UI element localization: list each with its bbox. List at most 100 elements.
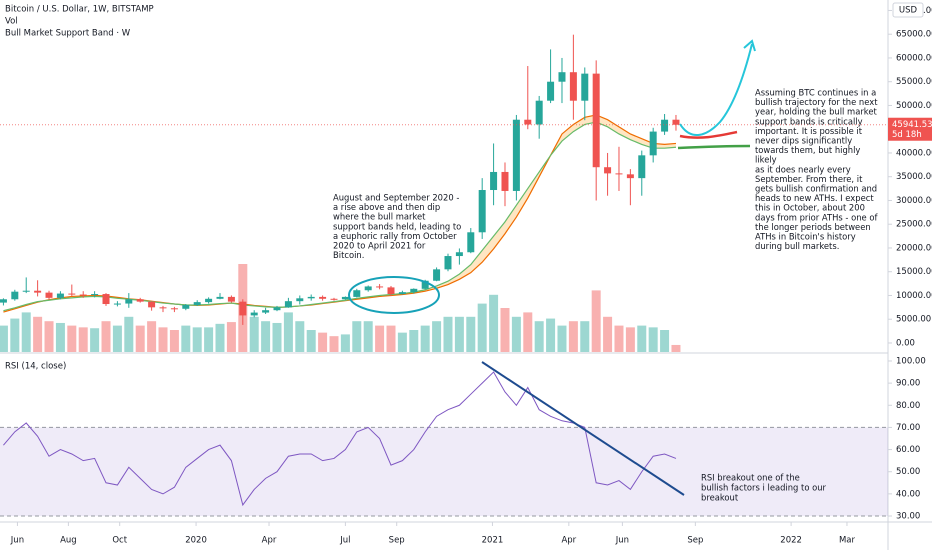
candle-body	[79, 294, 87, 296]
candle-body	[387, 287, 395, 295]
rsi-y-tick-label: 70.00	[896, 423, 920, 433]
y-tick-label: 65000.00	[896, 30, 932, 40]
volume-bar	[101, 321, 111, 352]
currency-box[interactable]	[892, 2, 924, 18]
candle-body	[148, 301, 156, 308]
candle-body	[56, 293, 64, 298]
x-tick-label: 2022	[780, 536, 802, 546]
volume-bar	[67, 325, 77, 352]
volume-bar	[660, 330, 670, 352]
volume-bar	[318, 332, 328, 352]
candle-body	[421, 280, 429, 289]
candle-body	[296, 298, 304, 302]
rsi-y-tick-label: 40.00	[896, 489, 920, 499]
volume-bar	[386, 325, 396, 352]
volume-bar	[272, 322, 282, 352]
candle-body	[136, 299, 144, 302]
candle-body	[34, 290, 42, 293]
annotation-text: year, holding the bull market	[755, 107, 877, 117]
candle-body	[638, 155, 646, 179]
candle-body	[592, 73, 600, 168]
annotation-text: ATHs in Bitcoin's history	[755, 232, 856, 242]
candle-body	[398, 292, 406, 295]
volume-bar	[568, 321, 578, 352]
candle-body	[661, 119, 669, 132]
volume-bar	[169, 330, 179, 352]
volume-bar	[124, 316, 134, 352]
currency[interactable]: USD	[899, 6, 918, 16]
candle-body	[216, 296, 224, 299]
volume-bar	[135, 325, 145, 352]
volume-bar	[432, 321, 442, 352]
candle-body	[512, 119, 520, 191]
y-tick-label: 60000.00	[896, 53, 932, 63]
volume-label: Vol	[5, 17, 18, 27]
annotation-text: a euphoric rally from October	[333, 231, 457, 241]
candle-body	[626, 174, 634, 179]
last-price-label: 45941.53	[892, 120, 932, 130]
arrow-head	[743, 39, 756, 52]
annotation-text: 2020 to April 2021 for	[333, 241, 426, 251]
candle-body	[547, 81, 555, 101]
annotation-text: never dips significantly	[755, 136, 852, 146]
volume-bar	[637, 325, 647, 352]
candle-body	[410, 288, 418, 293]
annotation-text: RSI breakout one of the	[701, 473, 800, 483]
candle-body	[376, 286, 384, 288]
x-tick-label: Sep	[389, 536, 405, 546]
volume-bar	[648, 327, 658, 352]
volume-bar	[603, 316, 613, 352]
y-tick-label: 55000.00	[896, 77, 932, 87]
annotation-text: support bands held, leading to	[333, 221, 461, 231]
candle-body	[569, 72, 577, 101]
candle-body	[353, 290, 361, 297]
x-tick-label: 2020	[185, 536, 207, 546]
candle-body	[319, 296, 327, 299]
annotation-text: bullish trajectory for the next	[755, 97, 878, 107]
y-tick-label: 35000.00	[896, 172, 932, 182]
volume-bar	[10, 318, 20, 352]
volume-bar	[477, 303, 487, 352]
y-tick-label: 5000.00	[896, 315, 931, 325]
volume-bar	[204, 327, 214, 352]
x-tick-label: Jul	[339, 536, 350, 546]
annotation-text: where the bull market	[333, 212, 426, 222]
annotation-text: support bands is critically	[755, 116, 863, 126]
projection-arrow	[679, 43, 753, 136]
volume-bar	[181, 325, 191, 352]
y-tick-label: 20000.00	[896, 243, 932, 253]
volume-bar	[409, 330, 419, 352]
annotation-text: August and September 2020 -	[333, 193, 459, 203]
volume-bar	[340, 334, 350, 352]
volume-bar	[249, 316, 259, 352]
candle-body	[262, 310, 270, 313]
candle-body	[205, 298, 213, 303]
y-tick-label: 30000.00	[896, 196, 932, 206]
candle-body	[239, 301, 247, 316]
annotation-text: during bull markets.	[755, 241, 839, 251]
candle-body	[490, 171, 498, 191]
annotation-text: likely	[755, 155, 777, 165]
rsi-y-tick-label: 60.00	[896, 445, 920, 455]
candle-body	[501, 171, 509, 191]
annotation-text: Assuming BTC continues in a	[755, 88, 876, 98]
volume-bar	[614, 325, 624, 352]
x-tick-label: Apr	[262, 536, 277, 546]
annotation-text: breakout	[701, 493, 739, 503]
rsi-y-tick-label: 50.00	[896, 467, 920, 477]
volume-bar	[295, 321, 305, 352]
annotation-text: days from prior ATHs - one of	[755, 212, 878, 222]
rsi-label: RSI (14, close)	[5, 362, 66, 372]
x-tick-label: Apr	[561, 536, 576, 546]
candle-body	[604, 167, 612, 174]
volume-bar	[306, 330, 316, 352]
volume-bar	[511, 316, 521, 352]
y-tick-label: 50000.00	[896, 101, 932, 111]
x-tick-label: Sep	[687, 536, 703, 546]
candle-body	[227, 296, 235, 302]
candle-body	[649, 131, 657, 156]
annotation-text: this in October, about 200	[755, 203, 865, 213]
volume-bar	[534, 321, 544, 352]
annotation-text: as it does nearly every	[755, 164, 851, 174]
